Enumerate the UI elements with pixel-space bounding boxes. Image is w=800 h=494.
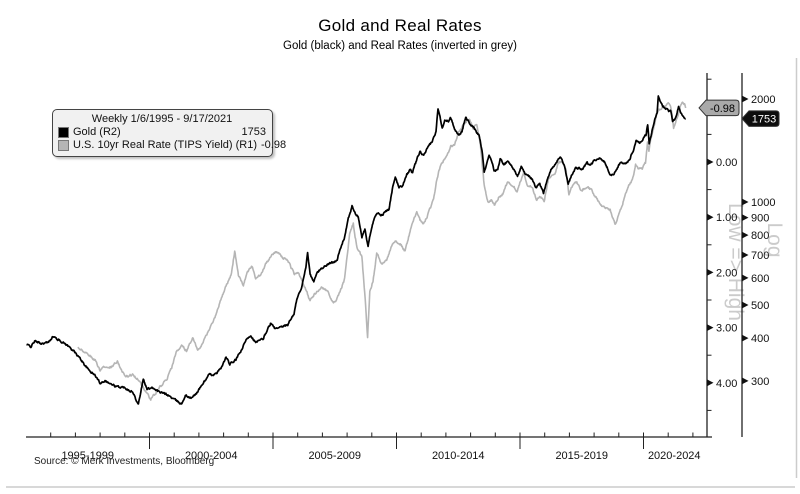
x-axis-label: 2000-2004 (185, 450, 238, 462)
tick-arrow-icon (742, 251, 749, 259)
real-rate-value-tag-text: -0.98 (710, 103, 735, 115)
tick-arrow-icon (742, 214, 749, 222)
r2-tick-label: 2000 (751, 94, 775, 106)
chart-subtitle: Gold (black) and Real Rates (inverted in… (283, 40, 517, 52)
tick-arrow-icon (742, 198, 749, 206)
x-axis-label: 2015-2019 (555, 450, 608, 462)
tick-arrow-icon (707, 324, 714, 331)
tick-arrow-icon (742, 334, 749, 342)
r1-axis-title: Low => High (724, 203, 747, 321)
legend-value-gold: 1753 (241, 126, 266, 138)
tick-arrow-icon (707, 213, 714, 221)
tick-arrow-icon (742, 274, 749, 282)
r2-tick-label: 600 (751, 273, 769, 285)
r1-tick-label: 3.00 (716, 323, 737, 335)
r1-tick-label: 2.00 (716, 267, 737, 279)
real-rate-swatch-icon (58, 140, 69, 151)
r2-tick-label: 900 (751, 213, 769, 225)
gold-series-line (26, 95, 687, 405)
r1-tick-label: 0.00 (716, 157, 737, 169)
source-note: Source: © Merk Investments, Bloomberg (34, 456, 215, 467)
tick-arrow-icon (742, 231, 749, 239)
r2-tick-label: 400 (751, 333, 769, 345)
r1-tick-label: 1.00 (716, 212, 737, 224)
x-axis-label: 2020-2024 (648, 450, 701, 462)
legend-value-real-rate: -0.98 (261, 139, 287, 151)
chart-title: Gold and Real Rates (318, 16, 482, 35)
r2-tick-label: 300 (751, 376, 769, 388)
real-rate-value-tag (698, 99, 740, 117)
r2-tick-label: 1000 (751, 197, 775, 209)
legend-label-gold: Gold (R2) (73, 126, 121, 138)
tick-arrow-icon (707, 269, 714, 276)
legend-label-real-rate: U.S. 10yr Real Rate (TIPS Yield) (R1) (73, 139, 258, 151)
gold-value-tag-text: 1753 (752, 114, 776, 126)
r1-tick-label: 4.00 (716, 378, 737, 390)
tick-arrow-icon (742, 377, 749, 385)
tick-arrow-icon (707, 379, 714, 387)
gold-swatch-icon (58, 127, 69, 138)
tick-arrow-icon (707, 158, 714, 166)
tick-arrow-icon (742, 301, 749, 309)
real-rate-series-line (77, 101, 687, 401)
legend-item-gold: Gold (R2) 1753 (58, 126, 266, 139)
tick-arrow-icon (742, 95, 749, 103)
r2-axis-title: Log (763, 222, 786, 257)
r2-tick-label: 500 (751, 300, 769, 312)
r2-tick-label: 800 (751, 230, 769, 242)
legend-item-real-rate: U.S. 10yr Real Rate (TIPS Yield) (R1) -0… (58, 139, 286, 152)
gold-value-tag (741, 110, 780, 127)
legend-box: Weekly 1/6/1995 - 9/17/2021 Gold (R2) 17… (52, 109, 286, 157)
x-axis-label: 2010-2014 (432, 450, 485, 462)
x-axis-label: 2005-2009 (308, 450, 361, 462)
x-axis-label: 1995-1999 (61, 450, 114, 462)
r2-tick-label: 700 (751, 250, 769, 262)
legend-header: Weekly 1/6/1995 - 9/17/2021 (91, 113, 233, 125)
